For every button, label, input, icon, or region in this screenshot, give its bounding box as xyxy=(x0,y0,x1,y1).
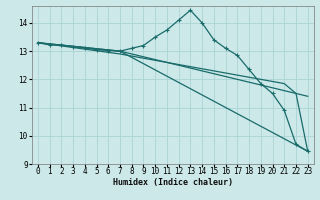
X-axis label: Humidex (Indice chaleur): Humidex (Indice chaleur) xyxy=(113,178,233,187)
